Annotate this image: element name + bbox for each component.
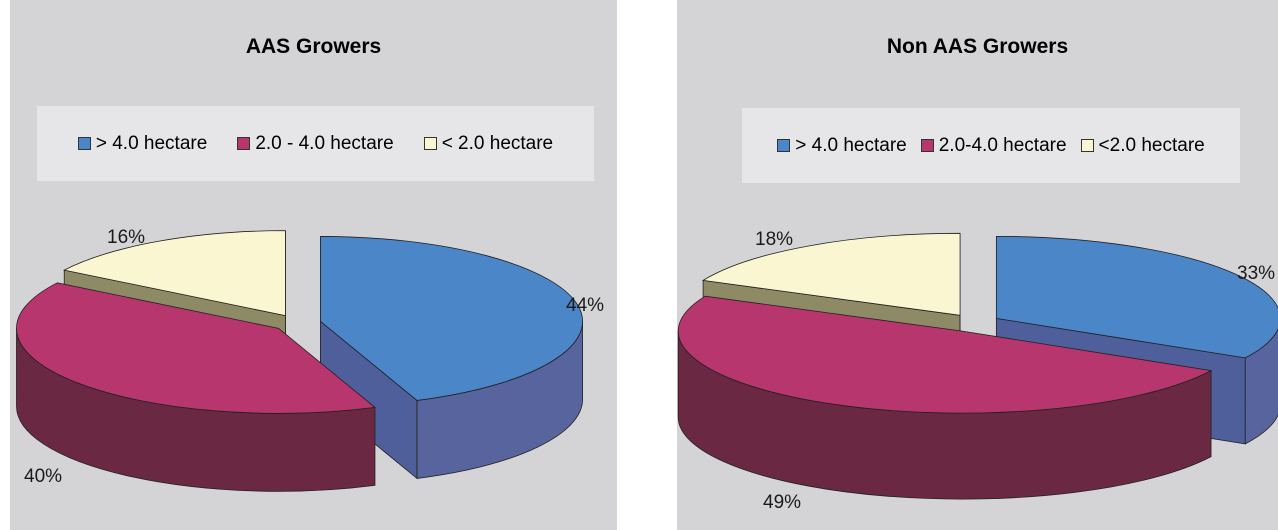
pie-chart-non-aas: 33% 49% 18% bbox=[677, 0, 1278, 530]
chart-panel-aas: AAS Growers > 4.0 hectare 2.0 - 4.0 hect… bbox=[10, 0, 617, 530]
pie-data-label: 49% bbox=[763, 492, 801, 513]
pie-data-label: 44% bbox=[566, 295, 604, 316]
pie-data-label: 40% bbox=[24, 466, 62, 487]
pie-chart-aas: 44% 40% 16% bbox=[10, 0, 617, 530]
pie-data-label: 33% bbox=[1237, 263, 1275, 284]
chart-panel-non-aas: Non AAS Growers > 4.0 hectare 2.0-4.0 he… bbox=[677, 0, 1278, 530]
pie-data-label: 18% bbox=[755, 229, 793, 250]
pie-data-label: 16% bbox=[107, 227, 145, 248]
